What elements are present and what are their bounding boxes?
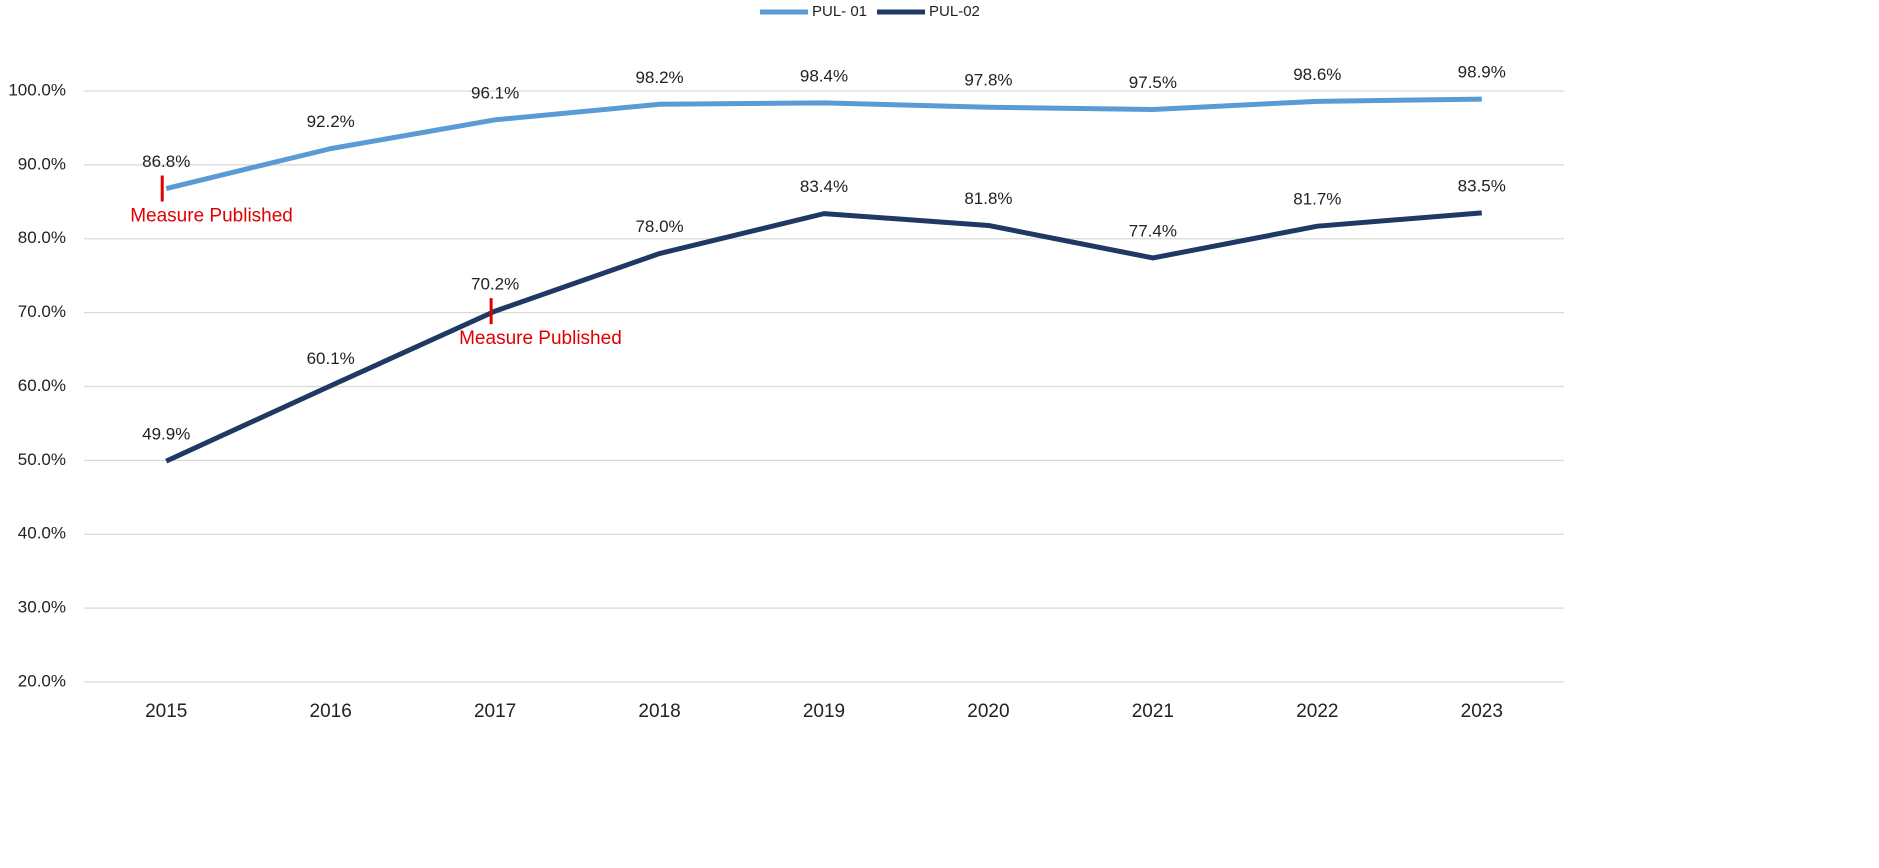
y-tick-label: 40.0% (18, 524, 66, 543)
y-tick-label: 70.0% (18, 302, 66, 321)
legend-label: PUL- 01 (812, 3, 867, 20)
data-label: 60.1% (307, 349, 355, 368)
data-label: 97.8% (964, 71, 1012, 90)
x-tick-label: 2018 (638, 701, 680, 722)
y-tick-label: 80.0% (18, 228, 66, 247)
data-label: 86.8% (142, 152, 190, 171)
data-label: 98.4% (800, 66, 848, 85)
annotation-text: Measure Published (130, 206, 293, 227)
y-tick-label: 60.0% (18, 376, 66, 395)
x-tick-label: 2017 (474, 701, 516, 722)
x-tick-label: 2023 (1461, 701, 1503, 722)
y-tick-label: 50.0% (18, 450, 66, 469)
x-tick-label: 2015 (145, 701, 187, 722)
data-label: 70.2% (471, 275, 519, 294)
data-label: 98.9% (1458, 63, 1506, 82)
x-tick-label: 2016 (310, 701, 352, 722)
data-label: 83.5% (1458, 176, 1506, 195)
x-tick-label: 2020 (967, 701, 1009, 722)
data-label: 98.2% (635, 68, 683, 87)
annotation-text: Measure Published (459, 328, 622, 349)
data-label: 81.8% (964, 189, 1012, 208)
series-line (165, 210, 1482, 464)
x-tick-label: 2022 (1296, 701, 1338, 722)
x-tick-label: 2021 (1132, 701, 1174, 722)
data-label: 92.2% (307, 112, 355, 131)
x-tick-label: 2019 (803, 701, 845, 722)
y-tick-label: 30.0% (18, 598, 66, 617)
data-label: 96.1% (471, 83, 519, 102)
y-tick-label: 20.0% (18, 671, 66, 690)
series-line (165, 96, 1482, 191)
data-label: 98.6% (1293, 65, 1341, 84)
data-label: 77.4% (1129, 221, 1177, 240)
data-label: 97.5% (1129, 73, 1177, 92)
y-tick-label: 100.0% (8, 80, 66, 99)
data-label: 78.0% (635, 217, 683, 236)
data-label: 49.9% (142, 425, 190, 444)
y-tick-label: 90.0% (18, 154, 66, 173)
legend-label: PUL-02 (929, 3, 980, 20)
data-label: 83.4% (800, 177, 848, 196)
data-label: 81.7% (1293, 190, 1341, 209)
